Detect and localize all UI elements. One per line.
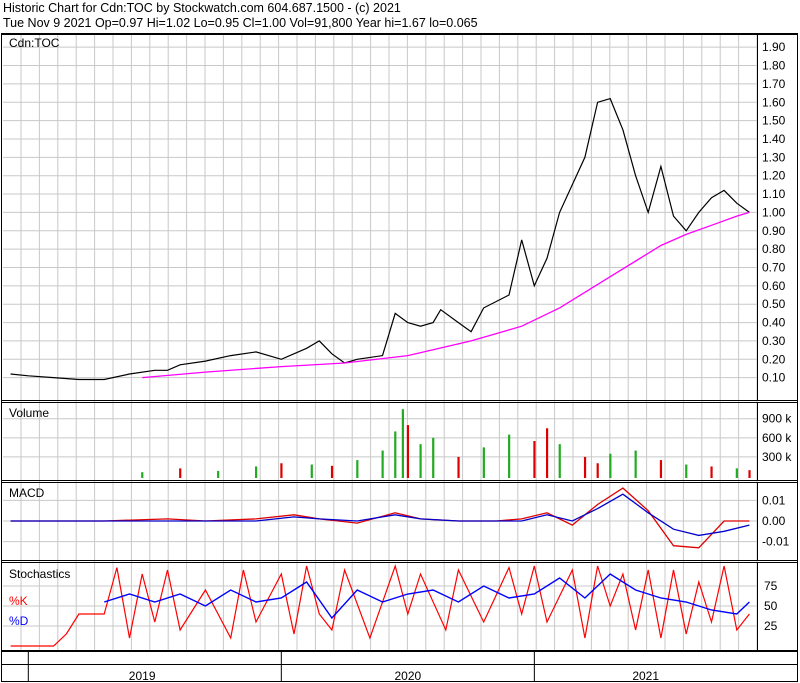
price-tick-label: 1.10: [762, 187, 786, 201]
volume-bar: [141, 472, 144, 478]
price-line: [10, 97, 750, 381]
volume-bar: [255, 466, 258, 478]
legend-k: %K: [9, 594, 28, 608]
price-tick-label: 1.20: [762, 169, 786, 183]
stochastics-tick-label: 25: [764, 619, 778, 633]
price-tick-label: 0.70: [762, 260, 786, 274]
price-tick-label: 0.30: [762, 334, 786, 348]
stoch_k-line: [10, 563, 750, 647]
price-tick-label: 1.80: [762, 59, 786, 73]
volume-tick-label: 900 k: [762, 412, 792, 426]
header-title: Historic Chart for Cdn:TOC by Stockwatch…: [3, 1, 401, 15]
volume-bar: [356, 460, 359, 478]
price-panel-title: Cdn:TOC: [9, 36, 60, 50]
volume-tick-label: 600 k: [762, 431, 792, 445]
volume-bar: [710, 466, 713, 478]
macd-panel: [1, 482, 798, 561]
volume-bar: [406, 425, 410, 478]
macd-tick-label: 0.00: [762, 514, 786, 528]
price-tick-label: 1.50: [762, 114, 786, 128]
price-tick-label: 0.20: [762, 352, 786, 366]
volume-bar: [533, 441, 536, 478]
panels-layer: [1, 33, 798, 682]
price-tick-label: 1.90: [762, 40, 786, 54]
price-tick-label: 1.60: [762, 95, 786, 109]
volume-bar: [432, 437, 435, 478]
price-tick-label: 1.00: [762, 205, 786, 219]
volume-bar: [394, 431, 397, 478]
volume-bar: [457, 456, 460, 478]
macd-line: [10, 487, 750, 549]
stochastics-tick-label: 50: [764, 599, 778, 613]
stochastics-panel: [1, 562, 798, 651]
price-tick-label: 1.70: [762, 77, 786, 91]
stochastics-panel-title: Stochastics: [9, 567, 70, 581]
volume-bar: [748, 470, 751, 478]
volume-bar: [179, 468, 182, 478]
volume-bar: [596, 463, 599, 478]
volume-tick-label: 300 k: [762, 450, 792, 464]
volume-bar: [685, 464, 688, 478]
volume-panel-title: Volume: [9, 406, 49, 420]
macd-tick-label: -0.01: [762, 535, 790, 549]
price-tick-label: 0.90: [762, 224, 786, 238]
volume-bar: [609, 453, 612, 478]
volume-bar: [558, 444, 561, 478]
volume-bar: [310, 464, 313, 478]
price-tick-label: 0.40: [762, 316, 786, 330]
labels-layer: 1.90 1.80 1.70 1.60 1.50 1.40 1.30 1.20 1.10 1.00…: [9, 36, 792, 683]
volume-bar: [634, 450, 637, 478]
volume-panel: [1, 402, 798, 481]
price-tick-label: 0.10: [762, 371, 786, 385]
volume-bar: [280, 463, 283, 478]
price-tick-label: 0.60: [762, 279, 786, 293]
price-tick-label: 0.50: [762, 297, 786, 311]
moving_average-line: [142, 211, 750, 379]
header-quote: Tue Nov 9 2021 Op=0.97 Hi=1.02 Lo=0.95 C…: [3, 16, 478, 30]
volume-bar: [583, 456, 587, 478]
price-panel: [1, 34, 798, 401]
volume-bar: [508, 434, 511, 478]
volume-bar: [419, 444, 422, 478]
grid-layer: [3, 34, 758, 650]
year-label: 2021: [632, 669, 659, 683]
price-tick-label: 1.40: [762, 132, 786, 146]
volume-bar: [659, 460, 663, 478]
volume-bar: [381, 450, 384, 478]
volume-bar: [330, 465, 334, 478]
price-tick-label: 0.80: [762, 242, 786, 256]
price-tick-label: 1.30: [762, 150, 786, 164]
stochastics-tick-label: 75: [764, 579, 778, 593]
chart-header: Historic Chart for Cdn:TOC by Stockwatch…: [0, 0, 800, 34]
volume-bar: [545, 428, 549, 478]
volume-bar: [401, 409, 404, 478]
year-label: 2020: [394, 669, 421, 683]
stoch_d-line: [103, 573, 750, 620]
volume-bar: [482, 447, 485, 478]
legend-d: %D: [9, 614, 29, 628]
volume-bar: [217, 470, 220, 478]
signal-line: [10, 493, 750, 537]
series-layer: [10, 97, 751, 647]
volume-bar: [735, 468, 738, 478]
year-label: 2019: [129, 669, 156, 683]
macd-tick-label: 0.01: [762, 493, 786, 507]
macd-panel-title: MACD: [9, 486, 45, 500]
